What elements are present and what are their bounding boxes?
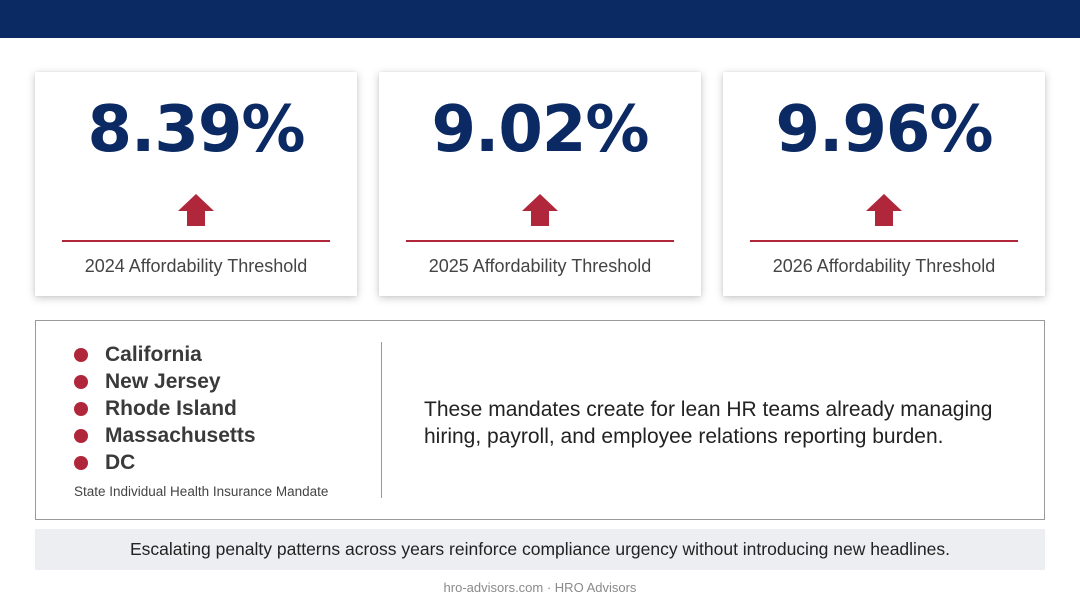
bullet-dot-icon (74, 455, 88, 470)
state-name: California (105, 342, 202, 366)
card-divider (62, 240, 330, 242)
summary-banner: Escalating penalty patterns across years… (35, 529, 1045, 570)
threshold-card-2025: 9.02% 2025 Affordability Threshold (379, 72, 701, 296)
header-bar (0, 0, 1080, 38)
state-item: Rhode Island (74, 395, 256, 422)
vertical-divider (381, 342, 382, 498)
bullet-dot-icon (74, 374, 88, 389)
bullet-dot-icon (74, 347, 88, 362)
card-divider (750, 240, 1018, 242)
arrow-up-icon (178, 194, 214, 226)
state-mandate-panel: California New Jersey Rhode Island Massa… (35, 320, 1045, 520)
state-item: New Jersey (74, 368, 256, 395)
state-item: Massachusetts (74, 422, 256, 449)
state-item: DC (74, 449, 256, 476)
card-divider (406, 240, 674, 242)
threshold-label: 2024 Affordability Threshold (84, 256, 308, 276)
footer-credit: hro-advisors.com · HRO Advisors (443, 580, 637, 595)
bullet-dot-icon (74, 401, 88, 416)
state-name: New Jersey (105, 369, 221, 393)
state-list: California New Jersey Rhode Island Massa… (74, 341, 256, 476)
arrow-up-icon (866, 194, 902, 226)
threshold-card-2024: 8.39% 2024 Affordability Threshold (35, 72, 357, 296)
state-name: Rhode Island (105, 396, 237, 420)
state-item: California (74, 341, 256, 368)
threshold-card-2026: 9.96% 2026 Affordability Threshold (723, 72, 1045, 296)
mandate-description: These mandates create for lean HR teams … (424, 398, 993, 448)
threshold-label: 2025 Affordability Threshold (428, 256, 652, 276)
arrow-up-icon (522, 194, 558, 226)
threshold-value: 9.02% (431, 93, 649, 167)
threshold-label: 2026 Affordability Threshold (772, 256, 996, 276)
threshold-value: 8.39% (87, 93, 305, 167)
mandate-caption: State Individual Health Insurance Mandat… (74, 484, 329, 499)
threshold-value: 9.96% (775, 93, 993, 167)
state-name: Massachusetts (105, 423, 256, 447)
bullet-dot-icon (74, 428, 88, 443)
state-name: DC (105, 450, 136, 474)
